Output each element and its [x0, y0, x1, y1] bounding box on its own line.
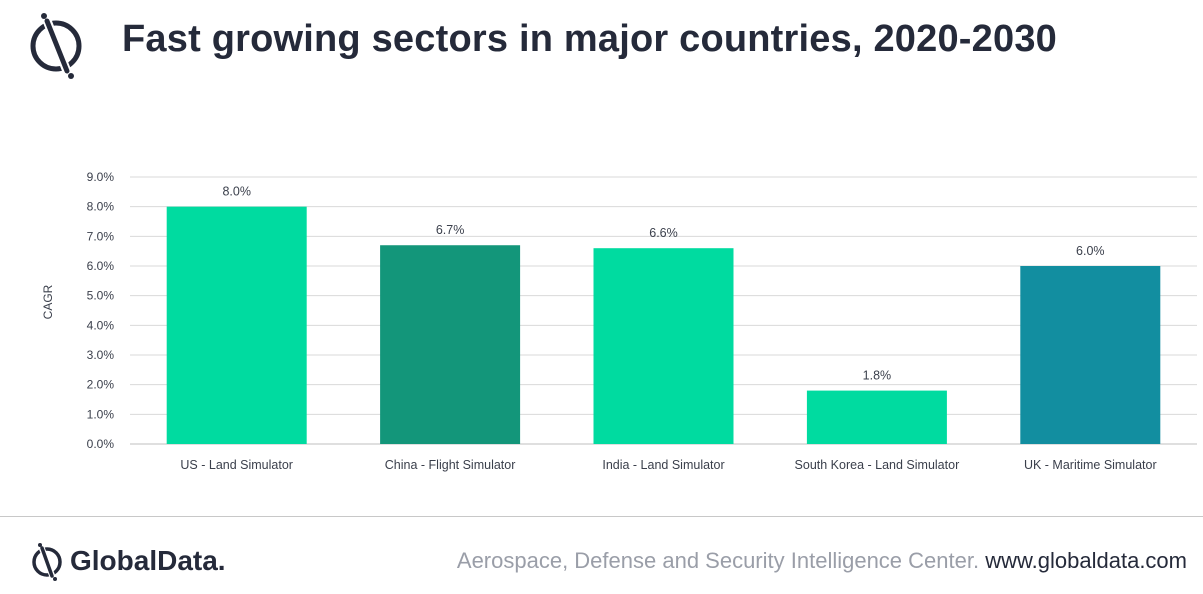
- labels: 0.0% 1.0% 2.0% 3.0% 4.0% 5.0% 6.0% 7.0% 8.0% 9.0%…: [87, 170, 1157, 472]
- bar: [380, 245, 521, 444]
- bar-chart: 0.0% 1.0% 2.0% 3.0% 4.0% 5.0% 6.0% 7.0% 8.0% 9.0%…: [0, 150, 1203, 480]
- y-tick-label: 3.0%: [87, 348, 115, 362]
- y-tick-label: 7.0%: [87, 229, 115, 243]
- globaldata-brand-icon: [32, 543, 62, 581]
- bar: [806, 390, 947, 444]
- footer-divider: [0, 516, 1203, 517]
- y-tick-label: 4.0%: [87, 318, 115, 332]
- bars: [166, 206, 1161, 444]
- bar: [166, 206, 307, 444]
- bar: [1020, 266, 1161, 444]
- x-category-label: South Korea - Land Simulator: [795, 458, 960, 472]
- x-category-label: China - Flight Simulator: [385, 458, 516, 472]
- footer-text: Aerospace, Defense and Security Intellig…: [457, 548, 1187, 574]
- y-tick-label: 9.0%: [87, 170, 115, 184]
- y-axis-title: CAGR: [41, 284, 55, 319]
- chart-title: Fast growing sectors in major countries,…: [122, 18, 1057, 60]
- chart-svg: 0.0% 1.0% 2.0% 3.0% 4.0% 5.0% 6.0% 7.0% 8.0% 9.0%…: [41, 170, 1197, 472]
- footer: GlobalData. Aerospace, Defense and Secur…: [0, 530, 1203, 590]
- y-tick-label: 5.0%: [87, 289, 115, 303]
- gridlines: [130, 176, 1197, 445]
- y-tick-label: 2.0%: [87, 378, 115, 392]
- y-tick-label: 0.0%: [87, 437, 115, 451]
- x-category-label: India - Land Simulator: [602, 458, 724, 472]
- bar-value-label: 6.0%: [1076, 244, 1105, 258]
- footer-center-name: Aerospace, Defense and Security Intellig…: [456, 548, 980, 573]
- bar-value-label: 6.7%: [436, 223, 465, 237]
- header: Fast growing sectors in major countries,…: [0, 0, 1203, 95]
- y-tick-label: 8.0%: [87, 200, 115, 214]
- globaldata-logo-icon: [30, 13, 82, 79]
- x-category-label: UK - Maritime Simulator: [1024, 458, 1157, 472]
- bar: [593, 248, 734, 444]
- bar-value-label: 6.6%: [649, 226, 678, 240]
- x-category-label: US - Land Simulator: [180, 458, 293, 472]
- bar-value-label: 1.8%: [863, 369, 892, 383]
- y-tick-label: 6.0%: [87, 259, 115, 273]
- footer-url-link[interactable]: www.globaldata.com: [985, 548, 1187, 573]
- bar-value-label: 8.0%: [222, 185, 251, 199]
- brand-name: GlobalData.: [70, 545, 226, 576]
- y-tick-label: 1.0%: [87, 407, 115, 421]
